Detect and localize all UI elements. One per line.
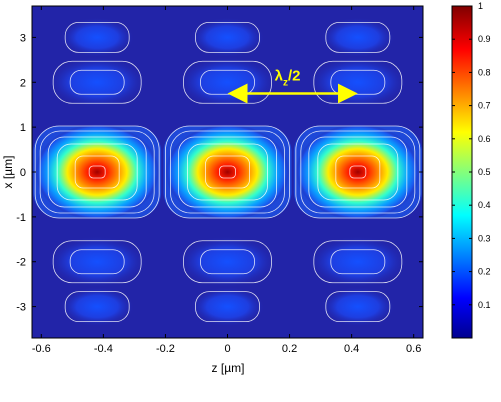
contour-line [330,69,386,95]
contour-line [165,125,290,219]
y-tick-label: 0 [20,167,26,179]
colorbar-tick-label: 0.7 [478,101,491,111]
colorbar-tick-label: 0.3 [478,233,491,243]
contour-line [313,60,403,104]
colorbar-tick-label: 0.6 [478,134,491,144]
x-tick-label: 0.4 [344,343,359,355]
contour-line [195,22,260,53]
contour-line [325,291,391,322]
x-tick-label: 0.6 [406,343,421,355]
wavelength-symbol: λ [275,67,284,84]
y-tick-label: 2 [20,77,26,89]
intensity-peak [165,124,290,220]
y-axis-ticks: 3 2 1 0 -1 -2 -3 [16,32,423,314]
intensity-peak [47,235,148,288]
x-tick-label: -0.2 [156,343,175,355]
x-tick-label: 0.2 [282,343,297,355]
contour-line [178,136,277,208]
contour-line [219,165,236,179]
x-tick-label: -0.6 [32,343,51,355]
x-axis-label: z [µm] [212,361,245,375]
contour-line [47,136,147,208]
intensity-peak [47,56,148,109]
contour-line [308,136,408,208]
contour-line [69,69,125,95]
colorbar-tick-label: 0.2 [478,267,491,277]
intensity-peak [319,286,396,327]
contour-line [317,143,399,201]
x-axis-ticks: -0.6 -0.4 -0.2 0 0.2 0.4 0.6 [32,6,421,355]
contour-line [74,155,120,189]
intensity-peak [177,235,278,288]
contour-line [300,130,416,214]
colorbar-tick-label: 0.8 [478,67,491,77]
intensity-peak [307,235,408,288]
wavelength-annotation: λz/2 [227,67,358,104]
x-tick-label: -0.4 [94,343,113,355]
wavelength-label: λz/2 [275,67,301,88]
colorbar-tick-label: 0.9 [478,34,491,44]
y-tick-label: 1 [20,122,26,134]
contour-line [64,291,130,322]
contour-line [183,240,272,284]
colorbar-tick-label: 0.1 [478,300,491,310]
contour-line [88,165,106,179]
contour-line [69,249,125,275]
x-tick-label: 0 [224,343,230,355]
y-tick-label: -3 [16,302,26,314]
wavelength-subscript: z [283,77,288,88]
intensity-peak [189,286,266,327]
colorbar-tick-label: 0.4 [478,200,491,210]
wavelength-fraction: /2 [288,67,301,84]
y-axis-label: x [µm] [1,156,15,189]
contour-line [52,240,142,284]
contour-line [52,60,142,104]
intensity-peak [35,124,160,220]
contour-line [56,143,138,201]
intensity-peak [319,17,396,58]
y-tick-label: -2 [16,257,26,269]
y-tick-label: -1 [16,212,26,224]
contour-line [205,155,250,189]
intensity-peak [189,17,266,58]
contour-line [325,22,391,53]
contour-line [187,143,268,201]
contour-line [195,291,260,322]
contour-line [335,155,381,189]
intensity-peak [295,124,420,220]
contour-line [39,130,155,214]
contour-line [349,165,367,179]
contour-line [313,240,403,284]
intensity-peak [59,286,136,327]
colorbar-tick-label: 1 [478,1,483,11]
contour-line [330,249,386,275]
intensity-peak [59,17,136,58]
contour-line [200,249,255,275]
y-tick-label: 3 [20,32,26,44]
colorbar-tick-label: 0.5 [478,167,491,177]
contour-line [64,22,130,53]
intensity-peaks [33,17,422,327]
colorbar-ticks: 1 0.9 0.8 0.7 0.6 0.5 0.4 0.3 0.2 0.1 [452,1,491,310]
contour-line [170,130,285,214]
